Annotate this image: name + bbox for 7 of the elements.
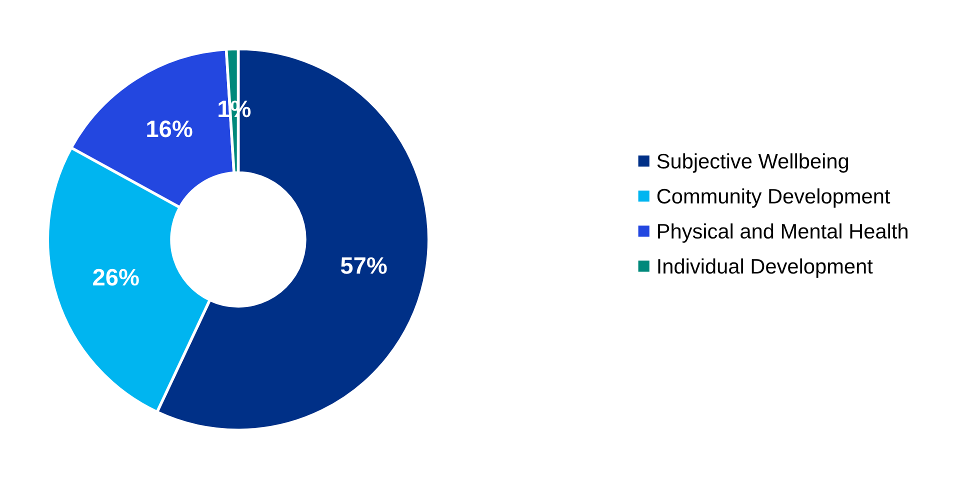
data-label: 16% bbox=[147, 120, 192, 138]
data-label: 26% bbox=[93, 268, 139, 286]
legend-label: Individual Development bbox=[658, 258, 873, 278]
legend-label: Subjective Wellbeing bbox=[657, 153, 848, 173]
data-label: 57% bbox=[340, 257, 387, 274]
legend-label: Physical and Mental Health bbox=[658, 223, 908, 243]
legend-label: Community Development bbox=[657, 188, 890, 208]
